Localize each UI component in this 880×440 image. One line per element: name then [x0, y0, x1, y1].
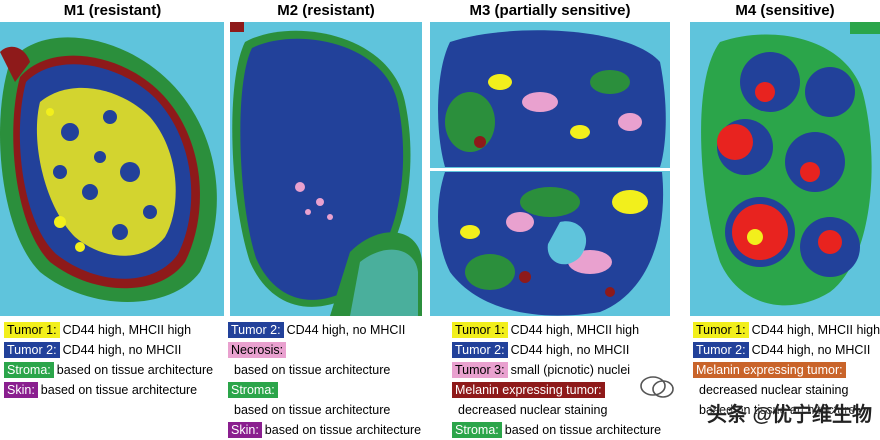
- legend-row: Tumor 1: CD44 high, MHCII high: [4, 320, 213, 340]
- legend-tag: Tumor 1:: [693, 322, 749, 338]
- panel-title-m4: M4 (sensitive): [735, 2, 835, 19]
- legend-m4: Tumor 1: CD44 high, MHCII high Tumor 2: CD4…: [693, 320, 880, 420]
- legend-row: based on tissue architecture: [228, 360, 421, 380]
- legend-row: Skin: based on tissue architecture: [4, 380, 213, 400]
- legend-text: CD44 high, MHCII high: [510, 323, 640, 337]
- legend-text: based on tissue architecture: [234, 363, 391, 377]
- legend-row: decreased nuclear staining: [452, 400, 661, 420]
- legend-text: based on tissue architecture: [264, 423, 422, 437]
- legend-text: based on tissue architecture: [234, 403, 391, 417]
- legend-row: decreased nuclear staining: [693, 380, 880, 400]
- legend-tag: Stroma:: [4, 362, 54, 378]
- legend-row: Tumor 1: CD44 high, MHCII high: [693, 320, 880, 340]
- watermark: 头条 @优宁维生物: [706, 404, 872, 426]
- legend-tag: Melanin expressing tumor:: [693, 362, 846, 378]
- legend-tag: Tumor 2:: [228, 322, 284, 338]
- legend-row: Tumor 3: small (picnotic) nuclei: [452, 360, 661, 380]
- tissue-map-m3: [430, 22, 670, 316]
- legend-tag: Melanin expressing tumor:: [452, 382, 605, 398]
- legend-tag: Skin:: [4, 382, 38, 398]
- legend-row: Melanin expressing tumor:: [452, 380, 661, 400]
- tissue-map-m4: [690, 22, 880, 316]
- panel-title-m2: M2 (resistant): [277, 2, 375, 19]
- legend-row: Melanin expressing tumor:: [693, 360, 880, 380]
- legend-row: Necrosis:: [228, 340, 421, 360]
- legend-tag: Necrosis:: [228, 342, 287, 358]
- tissue-map-m2: [230, 22, 422, 316]
- legend-text: small (picnotic) nuclei: [510, 363, 631, 377]
- legend-text: based on tissue architecture: [504, 423, 662, 437]
- legend-text: CD44 high, no MHCII: [286, 323, 406, 337]
- legend-tag: Stroma:: [228, 382, 278, 398]
- legend-row: Stroma:: [228, 380, 421, 400]
- legend-row: based on tissue architecture: [693, 400, 880, 420]
- legend-text: based on tissue architecture: [699, 403, 856, 417]
- legend-m2: Tumor 2: CD44 high, no MHCII Necrosis: base…: [228, 320, 421, 440]
- legend-text: based on tissue architecture: [56, 363, 214, 377]
- legend-row: Tumor 2: CD44 high, no MHCII: [228, 320, 421, 340]
- legend-tag: Tumor 1:: [4, 322, 60, 338]
- legend-text: CD44 high, MHCII high: [751, 323, 880, 337]
- legend-row: based on tissue architecture: [228, 400, 421, 420]
- panel-title-m1: M1 (resistant): [63, 2, 162, 19]
- legend-text: CD44 high, no MHCII: [510, 343, 630, 357]
- legend-m3: Tumor 1: CD44 high, MHCII high Tumor 2: CD4…: [452, 320, 661, 440]
- legend-row: Tumor 2: CD44 high, no MHCII: [4, 340, 213, 360]
- tissue-map-m1: [0, 22, 224, 316]
- legend-text: CD44 high, MHCII high: [62, 323, 192, 337]
- legend-row: Stroma: based on tissue architecture: [452, 420, 661, 440]
- legend-row: Tumor 2: CD44 high, no MHCII: [452, 340, 661, 360]
- legend-tag: Skin:: [228, 422, 262, 438]
- legend-tag: Tumor 2:: [452, 342, 508, 358]
- legend-row: Stroma: based on tissue architecture: [4, 360, 213, 380]
- panel-title-m3: M3 (partially sensitive): [469, 2, 631, 19]
- legend-text: decreased nuclear staining: [458, 403, 608, 417]
- legend-text: decreased nuclear staining: [699, 383, 849, 397]
- legend-row: Tumor 1: CD44 high, MHCII high: [452, 320, 661, 340]
- legend-row: Tumor 2: CD44 high, no MHCII: [693, 340, 880, 360]
- legend-tag: Stroma:: [452, 422, 502, 438]
- legend-row: Skin: based on tissue architecture: [228, 420, 421, 440]
- legend-tag: Tumor 1:: [452, 322, 508, 338]
- legend-tag: Tumor 3:: [452, 362, 508, 378]
- legend-m1: Tumor 1: CD44 high, MHCII high Tumor 2: CD4…: [4, 320, 213, 400]
- legend-text: CD44 high, no MHCII: [751, 343, 871, 357]
- legend-text: based on tissue architecture: [40, 383, 198, 397]
- legend-tag: Tumor 2:: [693, 342, 749, 358]
- legend-tag: Tumor 2:: [4, 342, 60, 358]
- legend-text: CD44 high, no MHCII: [62, 343, 182, 357]
- chat-bubble-icon: [640, 376, 674, 398]
